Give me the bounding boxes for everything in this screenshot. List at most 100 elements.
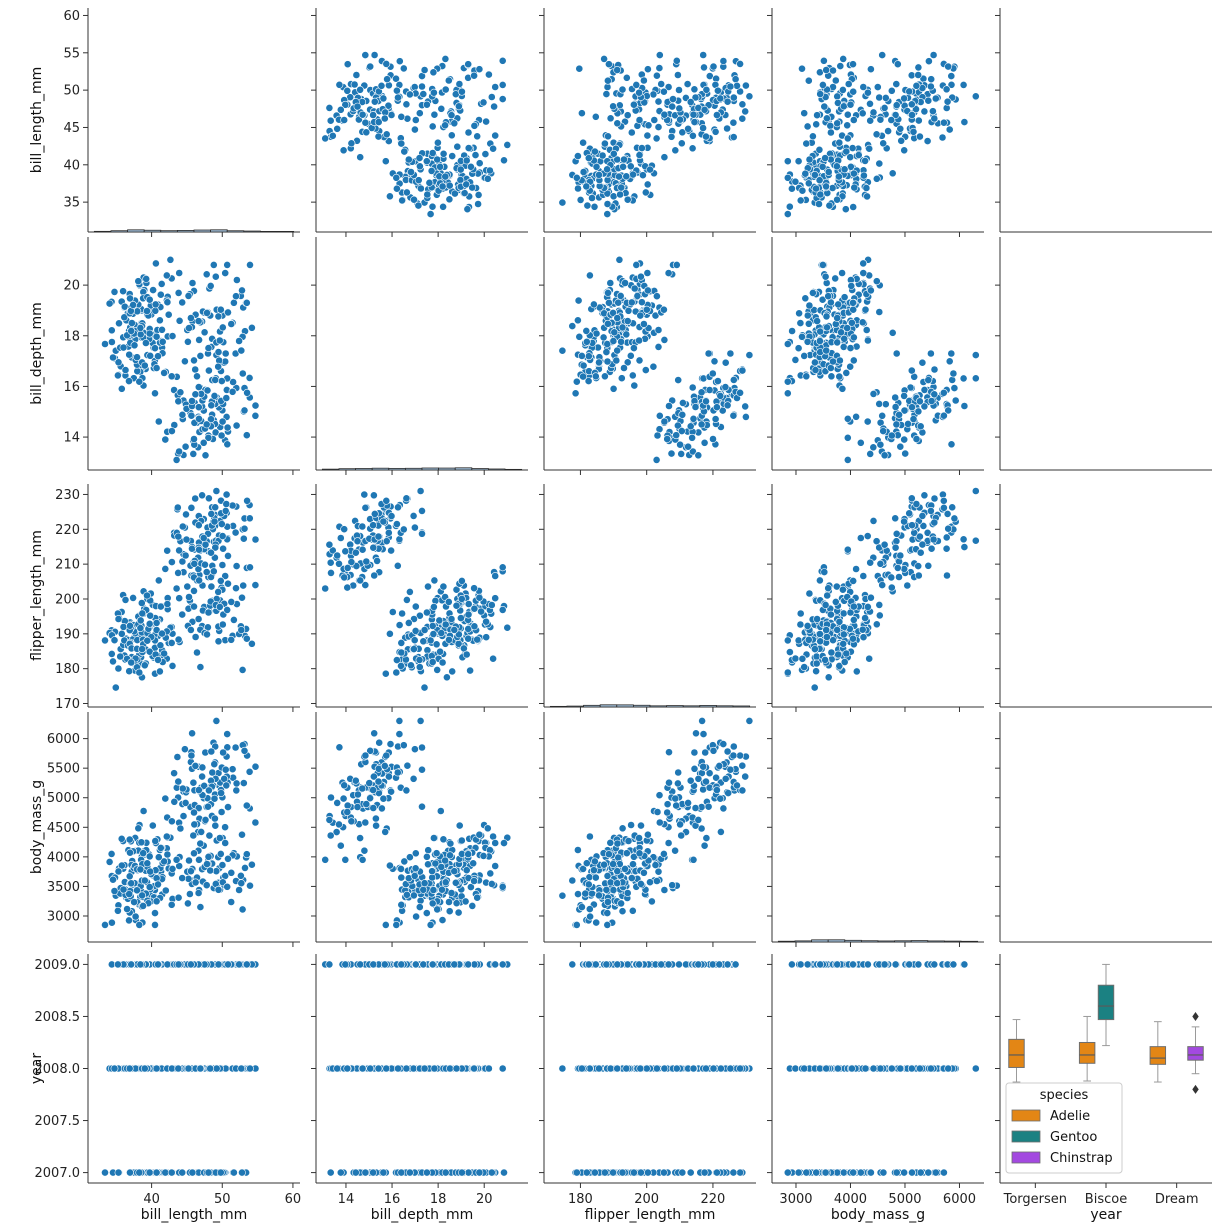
scatter-point — [125, 872, 134, 881]
scatter-point — [335, 820, 343, 829]
scatter-point — [426, 210, 435, 218]
scatter-point — [232, 562, 241, 570]
scatter-point — [700, 63, 708, 72]
x-tick-label: 20 — [476, 1192, 493, 1207]
scatter-point — [485, 846, 494, 854]
y-tick-label: 5000 — [47, 791, 80, 806]
scatter-point — [671, 794, 680, 803]
scatter-point — [887, 583, 896, 592]
scatter-point — [914, 562, 923, 570]
scatter-point — [664, 83, 673, 91]
scatter-point — [858, 109, 867, 118]
histogram-bar — [93, 230, 112, 233]
scatter-point — [411, 960, 420, 969]
scatter-point — [145, 619, 154, 628]
scatter-point — [189, 778, 198, 787]
scatter-point — [176, 388, 185, 397]
scatter-point — [351, 1168, 360, 1177]
scatter-point — [238, 593, 246, 602]
scatter-point — [686, 422, 695, 431]
scatter-point — [788, 327, 796, 335]
scatter-point — [595, 891, 603, 900]
scatter-point — [194, 521, 203, 530]
scatter-point — [940, 411, 948, 420]
scatter-point — [610, 328, 619, 337]
scatter-point — [660, 153, 669, 162]
scatter-point — [900, 94, 908, 103]
scatter-point — [835, 372, 844, 381]
scatter-point — [183, 899, 192, 908]
scatter-point — [603, 340, 612, 348]
scatter-point — [602, 885, 611, 894]
scatter-point — [579, 138, 587, 147]
scatter-point — [191, 878, 200, 887]
scatter-point — [398, 609, 406, 618]
scatter-point — [475, 65, 484, 74]
scatter-point — [333, 799, 342, 807]
scatter-point — [568, 876, 577, 885]
scatter-point — [411, 849, 420, 858]
scatter-point — [110, 1064, 119, 1073]
scatter-point — [377, 804, 386, 813]
scatter-point — [671, 846, 679, 855]
scatter-point — [340, 116, 349, 124]
scatter-point — [663, 800, 672, 809]
scatter-point — [340, 525, 349, 534]
scatter-point — [609, 337, 618, 345]
histogram-bar — [877, 940, 896, 943]
scatter-point — [205, 831, 214, 840]
scatter-point — [827, 610, 835, 619]
scatter-point — [202, 568, 211, 576]
scatter-point — [232, 584, 240, 593]
scatter-point — [380, 762, 389, 770]
scatter-point — [804, 179, 813, 188]
scatter-point — [218, 561, 227, 569]
scatter-point — [924, 96, 933, 105]
scatter-point — [145, 295, 154, 304]
scatter-point — [651, 861, 660, 869]
scatter-point — [582, 337, 591, 346]
scatter-point — [679, 398, 687, 407]
histogram-bar — [143, 229, 162, 233]
scatter-point — [436, 162, 444, 171]
scatter-point — [211, 272, 220, 281]
scatter-point — [887, 573, 896, 582]
scatter-point — [863, 192, 871, 201]
scatter-point — [418, 802, 426, 811]
scatter-point — [644, 65, 652, 74]
scatter-point — [719, 740, 728, 748]
scatter-point — [152, 332, 161, 341]
scatter-point — [719, 804, 728, 813]
scatter-point — [630, 100, 638, 109]
scatter-point — [101, 636, 109, 645]
scatter-point — [839, 86, 847, 94]
scatter-point — [207, 548, 215, 557]
histogram-bar — [649, 705, 668, 708]
scatter-point — [629, 170, 637, 179]
scatter-point — [810, 683, 819, 692]
scatter-point — [212, 1064, 221, 1073]
scatter-point — [891, 514, 900, 523]
scatter-point — [441, 55, 450, 63]
scatter-point — [704, 802, 713, 811]
scatter-point — [441, 121, 449, 130]
scatter-point — [785, 202, 794, 211]
scatter-point — [326, 831, 335, 840]
scatter-point — [860, 171, 868, 180]
scatter-point — [503, 140, 512, 149]
scatter-point — [812, 120, 821, 129]
scatter-point — [831, 274, 840, 283]
scatter-point — [948, 375, 957, 384]
scatter-point — [464, 1168, 473, 1177]
scatter-point — [579, 168, 588, 176]
scatter-point — [381, 157, 390, 166]
scatter-point — [721, 358, 730, 367]
scatter-point — [709, 746, 718, 755]
scatter-point — [811, 645, 819, 653]
scatter-point — [840, 658, 849, 666]
scatter-point — [702, 397, 710, 406]
scatter-point — [422, 100, 431, 109]
scatter-point — [801, 169, 810, 178]
scatter-point — [184, 291, 193, 300]
scatter-point — [154, 656, 162, 664]
